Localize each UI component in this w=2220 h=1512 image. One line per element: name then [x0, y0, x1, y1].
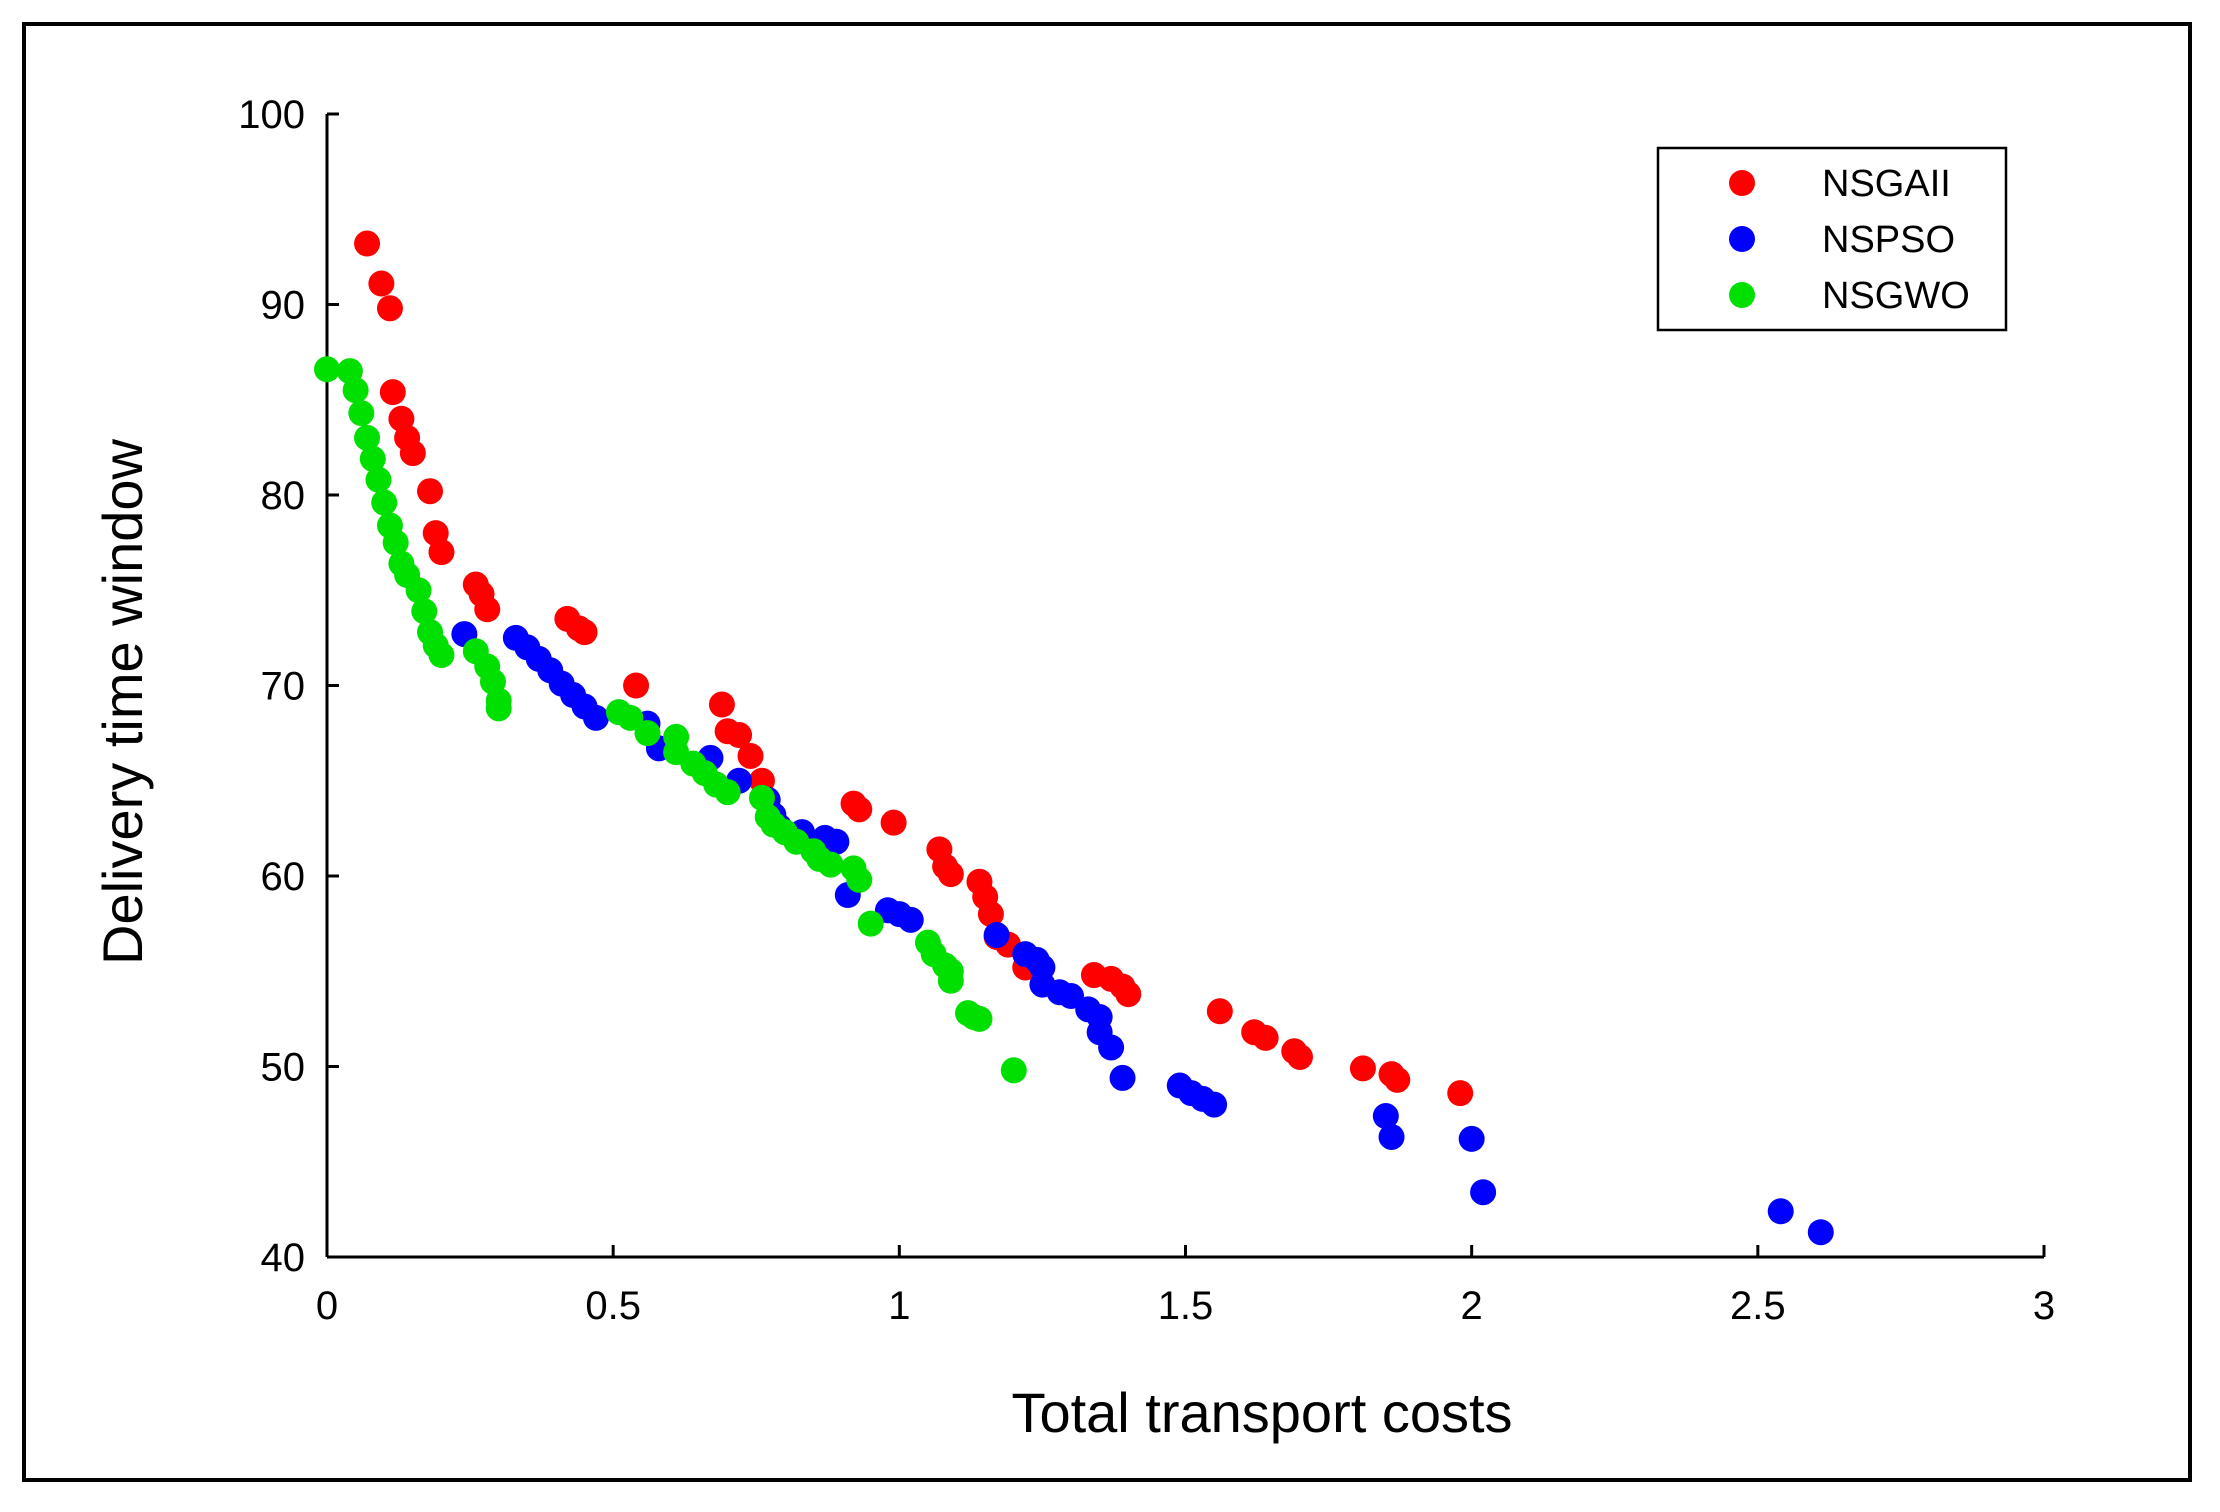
point-nsgaii: [977, 901, 1004, 928]
point-nspso: [582, 704, 609, 731]
legend-label-nsgaii: NSGAII: [1822, 163, 1951, 205]
point-nspso: [1767, 1198, 1794, 1225]
point-nsgwo: [371, 489, 398, 516]
point-nsgwo: [857, 910, 884, 937]
point-nsgaii: [1286, 1043, 1313, 1070]
y-tick-label: 60: [261, 855, 306, 899]
point-nspso: [983, 922, 1010, 949]
point-nsgaii: [1384, 1066, 1411, 1093]
point-nsgaii: [1349, 1055, 1376, 1082]
point-nsgwo: [817, 851, 844, 878]
point-nsgwo: [966, 1005, 993, 1032]
x-tick-label: 0: [316, 1284, 338, 1328]
point-nspso: [1098, 1034, 1125, 1061]
point-nsgaii: [376, 295, 403, 322]
point-nspso: [1470, 1179, 1497, 1206]
series-nsgaii: [354, 230, 1474, 1107]
point-nspso: [1378, 1123, 1405, 1150]
x-tick-label: 3: [2033, 1284, 2055, 1328]
y-tick-label: 90: [261, 284, 306, 328]
point-nsgwo: [411, 598, 438, 625]
point-nsgaii: [737, 742, 764, 769]
legend-marker-nspso: [1729, 226, 1755, 252]
point-nsgwo: [428, 642, 455, 669]
y-tick-label: 40: [261, 1236, 306, 1280]
x-tick-label: 0.5: [585, 1284, 641, 1328]
point-nsgaii: [937, 861, 964, 888]
point-nsgaii: [379, 379, 406, 406]
legend-box: [1656, 146, 2008, 332]
point-nsgwo: [314, 356, 340, 383]
series-nsgwo: [314, 356, 1027, 1084]
point-nspso: [897, 906, 924, 933]
point-nsgaii: [571, 619, 598, 646]
point-nsgaii: [474, 596, 501, 623]
point-nsgaii: [1115, 981, 1142, 1008]
point-nsgwo: [846, 866, 873, 893]
y-tick-label: 50: [261, 1046, 306, 1090]
point-nsgwo: [714, 779, 741, 806]
point-nsgaii: [368, 270, 395, 297]
point-nsgwo: [342, 377, 369, 404]
y-tick-label: 100: [238, 93, 305, 137]
point-nsgwo: [1000, 1057, 1027, 1084]
point-nsgaii: [417, 478, 444, 505]
point-nsgwo: [485, 695, 512, 722]
point-nsgwo: [937, 967, 964, 994]
point-nsgwo: [617, 704, 644, 731]
point-nsgaii: [846, 796, 873, 823]
x-tick-label: 1: [888, 1284, 910, 1328]
point-nsgwo: [634, 720, 661, 747]
point-nsgwo: [348, 400, 375, 427]
legend-label-nspso: NSPSO: [1822, 219, 1955, 261]
point-nsgaii: [880, 809, 907, 836]
y-axis-title: Delivery time window: [91, 438, 154, 964]
x-tick-label: 1.5: [1158, 1284, 1214, 1328]
point-nsgaii: [428, 539, 455, 566]
legend-marker-nsgaii: [1729, 170, 1755, 196]
point-nsgwo: [405, 577, 432, 604]
point-nsgaii: [1447, 1080, 1474, 1107]
legend: NSGAII NSPSO NSGWO: [1656, 146, 2008, 332]
x-axis-title: Total transport costs: [1011, 1381, 1512, 1444]
x-tick-label: 2.5: [1730, 1284, 1786, 1328]
x-tick-label: 2: [1461, 1284, 1483, 1328]
legend-label-nsgwo: NSGWO: [1822, 275, 1970, 317]
series-nspso: [451, 621, 1834, 1246]
legend-marker-nsgwo: [1729, 282, 1755, 308]
point-nsgaii: [399, 440, 426, 467]
point-nsgaii: [1252, 1024, 1279, 1051]
data-points: [314, 230, 1834, 1246]
point-nsgaii: [354, 230, 381, 257]
y-tick-label: 70: [261, 665, 306, 709]
axes: 0 0.5 1 1.5 2 2.5 3 40 50 60 70 80 90 100: [238, 93, 2055, 1328]
point-nspso: [1109, 1064, 1136, 1091]
point-nsgwo: [359, 445, 386, 472]
point-nsgaii: [1206, 998, 1233, 1025]
point-nspso: [1458, 1125, 1485, 1152]
point-nsgaii: [708, 691, 735, 718]
point-nsgaii: [726, 722, 753, 749]
point-nsgwo: [382, 529, 409, 556]
point-nspso: [1372, 1103, 1399, 1130]
point-nsgwo: [354, 424, 381, 451]
point-nsgwo: [365, 466, 392, 493]
point-nspso: [1201, 1091, 1228, 1118]
point-nsgaii: [623, 672, 650, 699]
point-nspso: [1807, 1219, 1834, 1246]
y-tick-label: 80: [261, 474, 306, 518]
point-nspso: [823, 828, 850, 855]
